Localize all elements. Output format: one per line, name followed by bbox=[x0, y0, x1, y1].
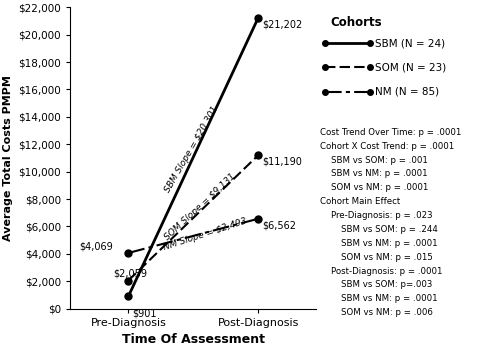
Text: $2,059: $2,059 bbox=[113, 269, 147, 279]
Text: SBM vs SOM: p = .001: SBM vs SOM: p = .001 bbox=[330, 155, 428, 164]
Text: $901: $901 bbox=[132, 309, 157, 319]
Text: SOM (N = 23): SOM (N = 23) bbox=[376, 62, 446, 73]
Text: Cohorts: Cohorts bbox=[330, 16, 382, 29]
X-axis label: Time Of Assessment: Time Of Assessment bbox=[122, 333, 264, 346]
Text: SBM vs NM: p = .0001: SBM vs NM: p = .0001 bbox=[342, 239, 438, 248]
Text: $4,069: $4,069 bbox=[79, 242, 113, 252]
Text: SOM vs NM: p = .0001: SOM vs NM: p = .0001 bbox=[330, 183, 428, 192]
Text: $21,202: $21,202 bbox=[262, 19, 302, 29]
Text: SBM vs NM: p = .0001: SBM vs NM: p = .0001 bbox=[342, 294, 438, 303]
Text: SOM Slope = $9,131: SOM Slope = $9,131 bbox=[164, 172, 238, 242]
Text: SOM vs NM: p = .015: SOM vs NM: p = .015 bbox=[342, 253, 434, 262]
Text: NM Slope = $2,493: NM Slope = $2,493 bbox=[162, 217, 248, 252]
Text: SBM vs NM: p = .0001: SBM vs NM: p = .0001 bbox=[330, 169, 428, 178]
Text: SBM vs SOM: p=.003: SBM vs SOM: p=.003 bbox=[342, 280, 433, 289]
Text: $6,562: $6,562 bbox=[262, 220, 296, 230]
Text: SBM (N = 24): SBM (N = 24) bbox=[376, 38, 446, 48]
Text: SBM Slope = $20,301: SBM Slope = $20,301 bbox=[164, 104, 220, 194]
Text: Pre-Diagnosis: p = .023: Pre-Diagnosis: p = .023 bbox=[330, 211, 432, 220]
Text: $11,190: $11,190 bbox=[262, 157, 302, 167]
Text: Post-Diagnosis: p = .0001: Post-Diagnosis: p = .0001 bbox=[330, 266, 442, 275]
Text: Cohort Main Effect: Cohort Main Effect bbox=[320, 197, 400, 206]
Text: NM (N = 85): NM (N = 85) bbox=[376, 87, 440, 97]
Y-axis label: Average Total Costs PMPM: Average Total Costs PMPM bbox=[2, 75, 12, 241]
Text: Cost Trend Over Time: p = .0001: Cost Trend Over Time: p = .0001 bbox=[320, 128, 462, 137]
Text: Cohort X Cost Trend: p = .0001: Cohort X Cost Trend: p = .0001 bbox=[320, 142, 454, 151]
Text: SOM vs NM: p = .006: SOM vs NM: p = .006 bbox=[342, 308, 434, 317]
Text: SBM vs SOM: p = .244: SBM vs SOM: p = .244 bbox=[342, 225, 438, 234]
